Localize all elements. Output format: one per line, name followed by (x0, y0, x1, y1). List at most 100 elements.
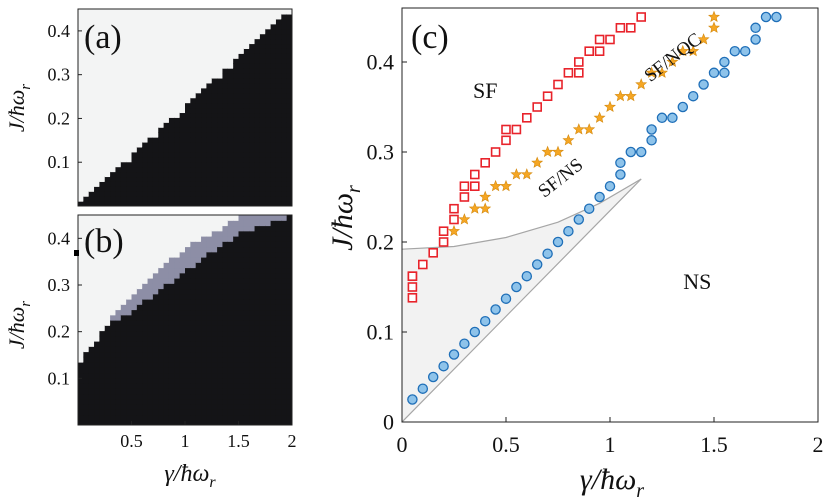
heatmap-cell (249, 377, 256, 384)
heatmap-cell (211, 23, 218, 30)
heatmap-cell (222, 23, 229, 30)
heatmap-cell (190, 356, 197, 363)
heatmap-cell (158, 117, 165, 123)
heatmap-cell (110, 393, 117, 400)
heatmap-cell (94, 13, 100, 20)
heatmap-cell (174, 267, 181, 274)
heatmap-cell (254, 272, 261, 279)
heatmap-cell (281, 43, 288, 49)
heatmap-cell (158, 267, 165, 274)
heatmap-cell (254, 171, 261, 178)
heatmap-cell (195, 63, 202, 69)
heatmap-cell (158, 409, 165, 416)
heatmap-cell (147, 28, 154, 35)
heatmap-cell (94, 18, 100, 25)
heatmap-cell (136, 320, 143, 326)
heatmap-cell (179, 48, 186, 54)
heatmap-cell (110, 132, 117, 138)
heatmap-cell (120, 53, 127, 59)
heatmap-cell (142, 63, 149, 69)
heatmap-cell (136, 97, 143, 104)
square-point (469, 169, 480, 180)
heatmap-cell (152, 87, 159, 94)
heatmap-cell (270, 288, 277, 295)
heatmap-cell (131, 77, 138, 84)
heatmap-cell (88, 33, 95, 40)
heatmap-cell (158, 107, 165, 114)
heatmap-cell (131, 215, 138, 221)
heatmap-cell (206, 141, 213, 148)
heatmap-cell (217, 288, 224, 295)
heatmap-cell (286, 186, 292, 192)
heatmap-cell (142, 97, 149, 104)
heatmap-cell (158, 356, 165, 363)
heatmap-cell (270, 161, 277, 168)
heatmap-cell (158, 201, 165, 206)
heatmap-cell (152, 404, 159, 410)
panel-c-y-tick-label: 0.3 (367, 139, 395, 164)
heatmap-cell (286, 102, 292, 109)
heatmap-cell (115, 112, 122, 118)
heatmap-cell (142, 404, 149, 410)
heatmap-cell (201, 97, 207, 104)
heatmap-cell (94, 393, 100, 400)
heatmap-cell (227, 18, 234, 25)
heatmap-cell (147, 283, 154, 290)
heatmap-cell (168, 383, 175, 389)
heatmap-cell (88, 92, 95, 99)
heatmap-cell (142, 58, 149, 64)
heatmap-cell (249, 137, 256, 143)
heatmap-cell (275, 117, 282, 123)
heatmap-cell (281, 33, 288, 40)
heatmap-cell (233, 241, 240, 248)
heatmap-cell (286, 28, 292, 35)
heatmap-cell (195, 23, 202, 30)
heatmap-cell (275, 225, 282, 232)
heatmap-cell (163, 38, 170, 45)
heatmap-cell (179, 176, 186, 182)
heatmap-cell (243, 141, 250, 148)
heatmap-cell (131, 107, 138, 114)
heatmap-cell (99, 77, 106, 84)
heatmap-cell (120, 132, 127, 138)
heatmap-cell (270, 107, 277, 114)
heatmap-cell (120, 393, 127, 400)
heatmap-cell (195, 388, 202, 395)
heatmap-cell (190, 58, 197, 64)
heatmap-cell (206, 151, 213, 158)
heatmap-cell (158, 112, 165, 118)
heatmap-cell (120, 246, 127, 253)
heatmap-cell (190, 33, 197, 40)
heatmap-cell (281, 92, 288, 99)
heatmap-cell (265, 117, 272, 123)
heatmap-cell (152, 68, 159, 74)
heatmap-cell (286, 388, 292, 395)
heatmap-cell (158, 43, 165, 49)
heatmap-cell (115, 272, 122, 279)
heatmap-cell (136, 137, 143, 143)
heatmap-cell (281, 186, 288, 192)
heatmap-cell (217, 335, 224, 342)
heatmap-cell (275, 356, 282, 363)
heatmap-cell (78, 346, 84, 353)
heatmap-cell (136, 288, 143, 295)
heatmap-cell (211, 48, 218, 54)
heatmap-cell (222, 166, 229, 173)
heatmap-cell (83, 73, 90, 79)
heatmap-cell (227, 304, 234, 311)
heatmap-cell (227, 383, 234, 389)
heatmap-cell (195, 13, 202, 20)
heatmap-cell (142, 335, 149, 342)
heatmap-cell (147, 220, 154, 227)
heatmap-cell (168, 18, 175, 25)
heatmap-cell (243, 293, 250, 300)
heatmap-cell (131, 309, 138, 316)
heatmap-cell (243, 38, 250, 45)
heatmap-cell (270, 9, 277, 15)
heatmap-cell (179, 388, 186, 395)
heatmap-cell (275, 28, 282, 35)
heatmap-cell (195, 351, 202, 358)
heatmap-cell (88, 262, 95, 269)
heatmap-cell (126, 362, 133, 368)
panel-b-edge-marker (74, 250, 79, 256)
